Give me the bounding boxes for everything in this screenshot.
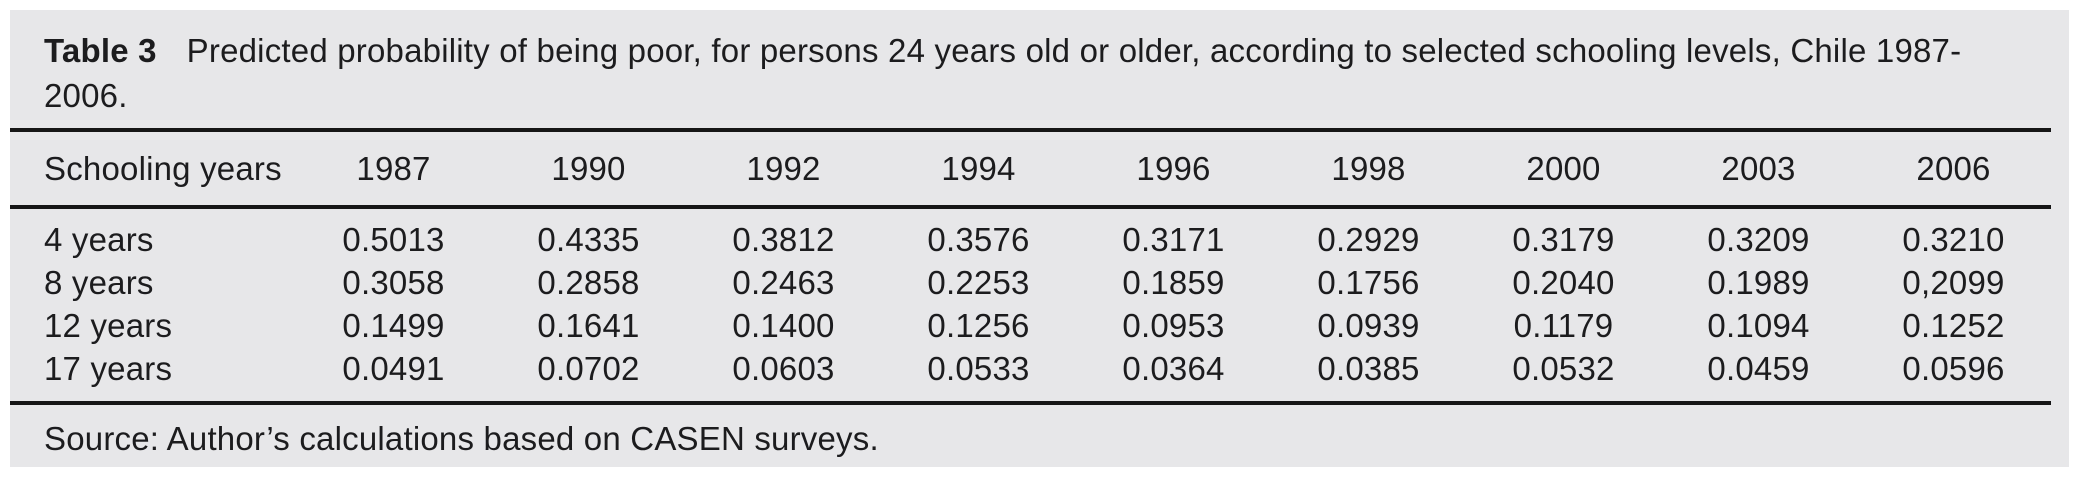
column-header-year-1998: 1998	[1271, 130, 1466, 209]
cell-value: 0.1499	[342, 307, 445, 344]
column-header-year-2003: 2003	[1661, 130, 1856, 209]
cell-value: 0.3171	[1122, 221, 1225, 258]
cell-value: 0.0532	[1512, 350, 1615, 387]
cell-value: 0.4335	[537, 221, 640, 258]
cell-value: 0.3058	[342, 264, 445, 301]
column-header-year-1990: 1990	[491, 130, 686, 209]
table-source-note: Source: Author’s calculations based on C…	[44, 420, 879, 457]
table-caption-number: Table 3	[44, 32, 157, 69]
cell-value: 0.0939	[1317, 307, 1420, 344]
cell-value: 0.3209	[1707, 221, 1810, 258]
cell-value: 0.1400	[732, 307, 835, 344]
cell-value: 0.0603	[732, 350, 835, 387]
table-row: 12 years 0.1499 0.1641 0.1400 0.1256 0.0…	[10, 304, 2051, 347]
cell-value: 0.0459	[1707, 350, 1810, 387]
cell-value: 0.1641	[537, 307, 640, 344]
cell-value: 0.3210	[1902, 221, 2005, 258]
row-label-17-years: 17 years	[44, 350, 173, 387]
column-header-schooling-years: Schooling years	[10, 130, 296, 209]
table-caption: Table 3 Predicted probability of being po…	[10, 10, 2069, 118]
cell-value: 0.1256	[927, 307, 1030, 344]
cell-value: 0.3179	[1512, 221, 1615, 258]
column-header-year-2006: 2006	[1856, 130, 2051, 209]
cell-value: 0.2929	[1317, 221, 1420, 258]
cell-value: 0.2040	[1512, 264, 1615, 301]
data-table: Schooling years 1987 1990 1992 1994 1996…	[10, 128, 2051, 405]
cell-value: 0.1859	[1122, 264, 1225, 301]
cell-value: 0.1094	[1707, 307, 1810, 344]
cell-value: 0.1179	[1513, 307, 1614, 344]
cell-value: 0.0385	[1317, 350, 1420, 387]
cell-value: 0.1756	[1317, 264, 1420, 301]
table-panel: Table 3 Predicted probability of being po…	[10, 10, 2069, 467]
cell-value: 0.0364	[1122, 350, 1225, 387]
cell-value: 0.2858	[537, 264, 640, 301]
cell-value: 0.0596	[1902, 350, 2005, 387]
table-row: 4 years 0.5013 0.4335 0.3812 0.3576 0.31…	[10, 207, 2051, 261]
row-label-12-years: 12 years	[44, 307, 173, 344]
cell-value: 0.2253	[927, 264, 1030, 301]
cell-value: 0.1252	[1902, 307, 2005, 344]
cell-value: 0.0953	[1122, 307, 1225, 344]
cell-value: 0.3812	[732, 221, 835, 258]
column-header-year-2000: 2000	[1466, 130, 1661, 209]
column-header-year-1992: 1992	[686, 130, 881, 209]
cell-value: 0.0533	[927, 350, 1030, 387]
cell-value: 0.0491	[342, 350, 445, 387]
column-header-year-1994: 1994	[881, 130, 1076, 209]
row-label-8-years: 8 years	[44, 264, 154, 301]
cell-value: 0.2463	[732, 264, 835, 301]
table-header-row: Schooling years 1987 1990 1992 1994 1996…	[10, 130, 2051, 209]
row-label-4-years: 4 years	[44, 221, 154, 258]
table-row: 17 years 0.0491 0.0702 0.0603 0.0533 0.0…	[10, 347, 2051, 403]
cell-value: 0.5013	[342, 221, 445, 258]
column-header-year-1996: 1996	[1076, 130, 1271, 209]
cell-value: 0.0702	[537, 350, 640, 387]
column-header-year-1987: 1987	[296, 130, 491, 209]
table-caption-text: Predicted probability of being poor, for…	[44, 32, 1962, 114]
cell-value: 0.1989	[1707, 264, 1810, 301]
cell-value: 0,2099	[1902, 264, 2005, 301]
cell-value: 0.3576	[927, 221, 1030, 258]
table-row: 8 years 0.3058 0.2858 0.2463 0.2253 0.18…	[10, 261, 2051, 304]
